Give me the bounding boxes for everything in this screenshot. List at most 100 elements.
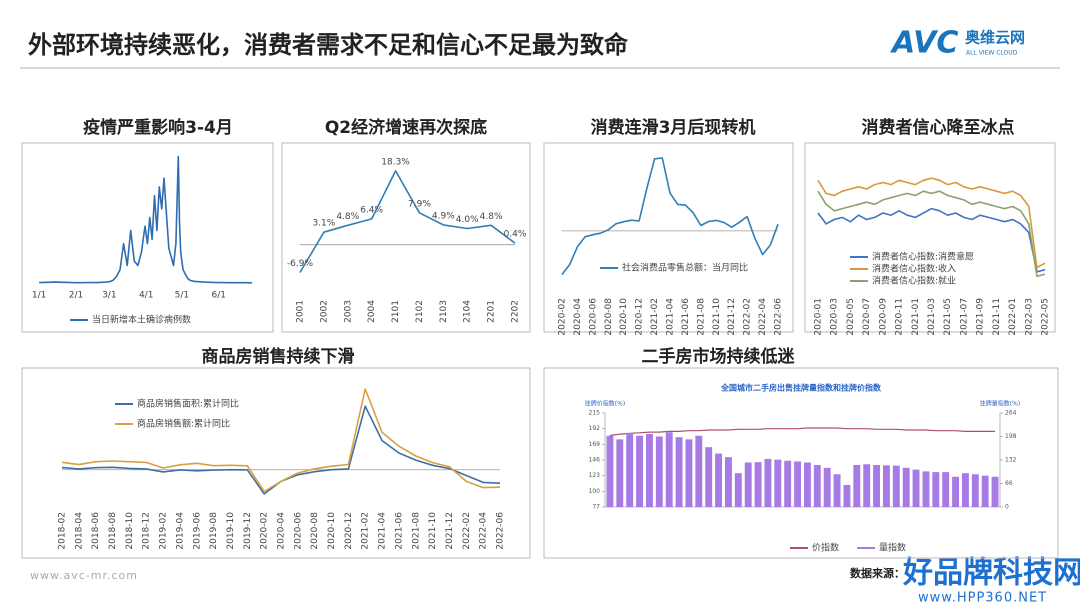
x-tick-label: 2021-06 (681, 298, 691, 336)
y2-axis-title: 挂牌量指数(%) (980, 400, 1020, 408)
y2-tick-label: 264 (1005, 410, 1017, 417)
x-tick-label: 6/1 (212, 291, 226, 301)
y-tick-label: 77 (592, 504, 600, 511)
x-tick-label: 2018-06 (91, 512, 101, 550)
bar (645, 434, 653, 507)
series-line (561, 157, 779, 275)
legend-label: 消费者信心指数:收入 (872, 263, 956, 275)
x-tick-label: 2020-03 (830, 298, 840, 336)
x-tick-label: 2021-11 (992, 298, 1002, 336)
x-tick-label: 2019-06 (192, 512, 202, 550)
x-tick-label: 2022-06 (496, 512, 506, 550)
x-tick-label: 2020-04 (573, 298, 583, 336)
slide-title: 外部环境持续恶化，消费者需求不足和信心不足最为致命 (28, 31, 629, 59)
bar (853, 464, 861, 507)
x-tick-label: 2018-08 (108, 512, 118, 550)
legend-label: 商品房销售额:累计同比 (137, 418, 230, 430)
x-tick-label: 2020-05 (846, 298, 856, 336)
x-tick-label: 3/1 (102, 291, 116, 301)
legend-label: 量指数 (879, 542, 906, 554)
data-label: 4.8% (336, 212, 359, 222)
bar (675, 437, 683, 507)
data-label: 6.4% (360, 205, 383, 215)
x-tick-label: 2021-05 (943, 298, 953, 336)
x-tick-label: 2018-02 (58, 512, 68, 550)
x-tick-label: 2018-12 (142, 512, 152, 550)
series-line (39, 155, 253, 284)
bar (734, 473, 742, 507)
y-tick-label: 146 (589, 457, 601, 464)
x-tick-label: 2022-02 (743, 298, 753, 336)
x-tick-label: 2021-06 (394, 512, 404, 550)
x-tick-label: 2020-12 (635, 298, 645, 336)
series-line (817, 177, 1046, 269)
x-tick-label: 2021-03 (927, 298, 937, 336)
panel (281, 142, 531, 333)
x-tick-label: 2021-12 (727, 298, 737, 336)
watermark-url: www.HPP360.NET (918, 591, 1047, 606)
bar (774, 459, 782, 507)
data-label: 4.8% (480, 212, 503, 222)
legend-label: 当日新增本土确诊病例数 (92, 314, 191, 326)
x-tick-label: 2022-01 (1008, 298, 1018, 336)
x-tick-label: 2022-04 (479, 512, 489, 550)
x-tick-label: 2019-02 (159, 512, 169, 550)
bar (764, 458, 772, 507)
chart-title: 消费连滑3月后现转机 (591, 117, 756, 138)
y-axis-title: 挂牌价指数(%) (585, 400, 625, 408)
x-tick-label: 2002 (319, 300, 329, 323)
series-line (299, 170, 516, 273)
x-tick-label: 2018-10 (125, 512, 135, 550)
y2-tick-label: 132 (1005, 457, 1017, 464)
x-tick-label: 2021-02 (361, 512, 371, 550)
series-line (609, 427, 996, 437)
bar (902, 467, 910, 507)
watermark: 好品牌科技网 (902, 556, 1080, 591)
legend-label: 商品房销售面积:累计同比 (137, 398, 239, 410)
x-tick-label: 2019-10 (226, 512, 236, 550)
x-tick-label: 2020-10 (327, 512, 337, 550)
x-tick-label: 2201 (487, 300, 497, 323)
bar (942, 472, 950, 507)
bar (794, 461, 802, 507)
x-tick-label: 2020-06 (293, 512, 303, 550)
x-tick-label: 2021-02 (650, 298, 660, 336)
bar (961, 473, 969, 507)
x-tick-label: 2020-07 (862, 298, 872, 336)
data-label: 7.9% (408, 199, 431, 209)
y2-tick-label: 198 (1005, 433, 1017, 440)
x-tick-label: 2020-01 (814, 298, 824, 336)
x-tick-label: 2003 (343, 300, 353, 323)
footer-url: www.avc-mr.com (30, 569, 138, 582)
x-tick-label: 2021-10 (712, 298, 722, 336)
panel (543, 142, 794, 333)
bar (695, 435, 703, 507)
x-tick-label: 2021-08 (696, 298, 706, 336)
y-tick-label: 123 (589, 472, 601, 479)
x-tick-label: 2021-09 (976, 298, 986, 336)
x-tick-label: 1/1 (32, 291, 46, 301)
bar (892, 465, 900, 507)
bar (685, 439, 693, 507)
panel (21, 142, 274, 333)
x-tick-label: 2020-11 (895, 298, 905, 336)
chart-subtitle: 全国城市二手房出售挂牌量指数和挂牌价指数 (720, 383, 882, 393)
x-tick-label: 2022-03 (1024, 298, 1034, 336)
x-tick-label: 4/1 (139, 291, 153, 301)
bar (616, 439, 624, 507)
x-tick-label: 2019-12 (243, 512, 253, 550)
x-tick-label: 2021-01 (911, 298, 921, 336)
x-tick-label: 2001 (296, 300, 306, 323)
x-tick-label: 2022-05 (1041, 298, 1051, 336)
x-tick-label: 2019-04 (175, 512, 185, 550)
data-label: -6.9% (287, 259, 314, 269)
panel (804, 142, 1056, 333)
x-tick-label: 2020-08 (310, 512, 320, 550)
bar (873, 464, 881, 507)
data-label: 4.0% (456, 215, 479, 225)
bar (863, 464, 871, 507)
x-tick-label: 2020-06 (588, 298, 598, 336)
legend-label: 社会消费品零售总额：当月同比 (622, 262, 748, 274)
